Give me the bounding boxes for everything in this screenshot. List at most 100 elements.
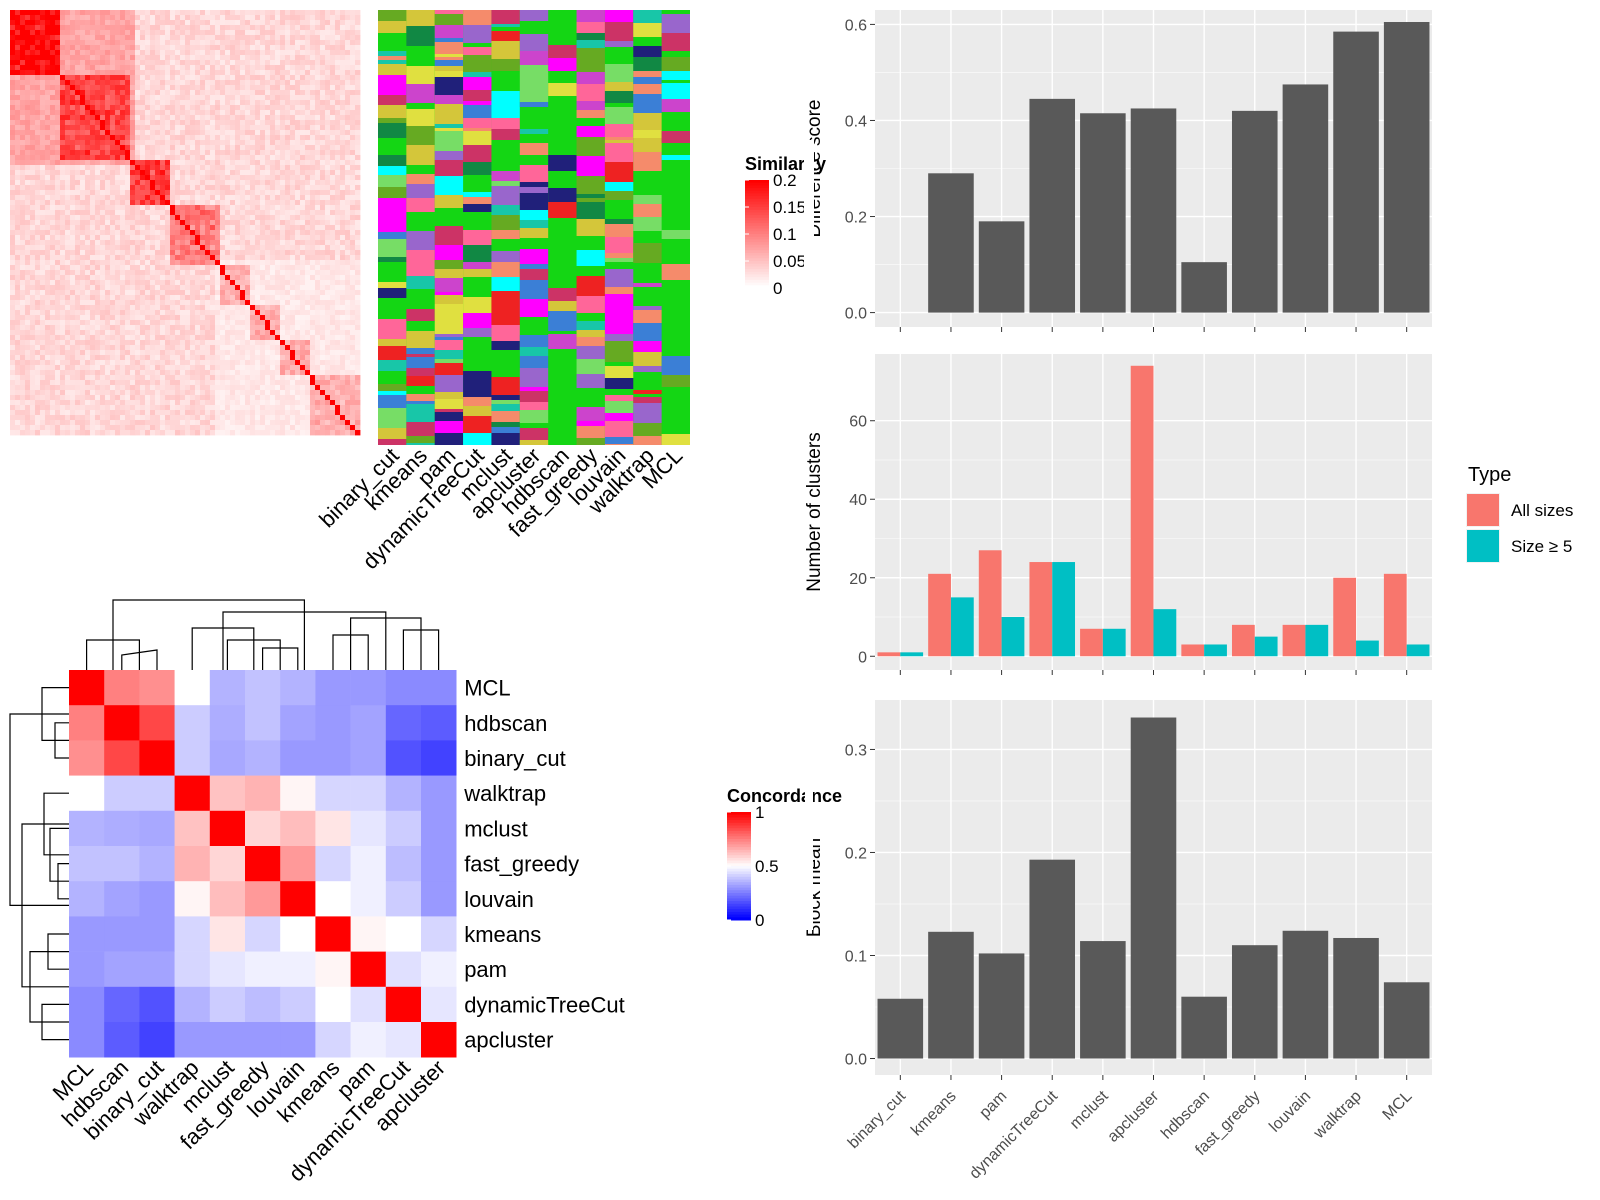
similarity-cell: [30, 105, 36, 111]
similarity-cell: [185, 70, 191, 76]
similarity-cell: [85, 45, 91, 51]
similarity-cell: [100, 60, 106, 66]
similarity-cell: [160, 175, 166, 181]
similarity-cell: [320, 315, 326, 321]
similarity-cell: [40, 190, 46, 196]
similarity-cell: [165, 190, 171, 196]
similarity-cell: [35, 340, 41, 346]
similarity-cell: [310, 310, 316, 316]
similarity-cell: [95, 155, 101, 161]
similarity-cell: [225, 355, 231, 361]
similarity-cell: [30, 285, 36, 291]
similarity-cell: [215, 360, 221, 366]
similarity-cell: [220, 20, 226, 26]
similarity-cell: [195, 85, 201, 91]
similarity-cell: [210, 80, 216, 86]
similarity-cell: [295, 75, 301, 81]
similarity-cell: [165, 210, 171, 216]
similarity-cell: [300, 220, 306, 226]
similarity-cell: [285, 155, 291, 161]
similarity-cell: [85, 305, 91, 311]
similarity-cell: [165, 310, 171, 316]
similarity-cell: [50, 245, 56, 251]
similarity-cell: [240, 150, 246, 156]
similarity-cell: [230, 120, 236, 126]
similarity-cell: [20, 240, 26, 246]
similarity-cell: [295, 330, 301, 336]
similarity-cell: [130, 205, 136, 211]
similarity-cell: [195, 325, 201, 331]
similarity-cell: [220, 115, 226, 121]
similarity-cell: [310, 220, 316, 226]
similarity-cell: [300, 80, 306, 86]
similarity-cell: [265, 170, 271, 176]
similarity-cell: [40, 245, 46, 251]
similarity-cell: [220, 350, 226, 356]
similarity-cell: [175, 135, 181, 141]
similarity-cell: [245, 75, 251, 81]
similarity-cell: [10, 225, 16, 231]
similarity-cell: [90, 155, 96, 161]
similarity-cell: [50, 135, 56, 141]
similarity-cell: [350, 255, 356, 261]
similarity-cell: [350, 250, 356, 256]
similarity-cell: [325, 65, 331, 71]
similarity-cell: [165, 205, 171, 211]
similarity-cell: [295, 145, 301, 151]
similarity-cell: [300, 360, 306, 366]
similarity-cell: [105, 335, 111, 341]
similarity-cell: [255, 155, 261, 161]
similarity-cell: [25, 35, 31, 41]
similarity-cell: [200, 145, 206, 151]
similarity-cell: [20, 150, 26, 156]
similarity-cell: [315, 205, 321, 211]
similarity-cell: [205, 10, 211, 16]
similarity-cell: [145, 160, 151, 166]
similarity-cell: [330, 235, 336, 241]
similarity-cell: [255, 275, 261, 281]
similarity-cell: [45, 230, 51, 236]
similarity-cell: [230, 300, 236, 306]
similarity-cell: [320, 325, 326, 331]
similarity-cell: [45, 315, 51, 321]
similarity-cell: [100, 90, 106, 96]
similarity-cell: [295, 140, 301, 146]
similarity-cell: [295, 335, 301, 341]
similarity-cell: [105, 345, 111, 351]
similarity-cell: [30, 290, 36, 296]
similarity-cell: [100, 210, 106, 216]
similarity-cell: [115, 125, 121, 131]
similarity-cell: [265, 195, 271, 201]
similarity-cell: [140, 40, 146, 46]
similarity-cell: [260, 215, 266, 221]
similarity-cell: [15, 230, 21, 236]
similarity-cell: [110, 255, 116, 261]
similarity-cell: [105, 210, 111, 216]
similarity-cell: [355, 110, 361, 116]
similarity-cell: [100, 270, 106, 276]
similarity-cell: [240, 300, 246, 306]
similarity-cell: [315, 105, 321, 111]
similarity-cell: [215, 210, 221, 216]
similarity-cell: [50, 75, 56, 81]
similarity-cell: [190, 105, 196, 111]
similarity-cell: [225, 160, 231, 166]
similarity-cell: [80, 185, 86, 191]
similarity-cell: [305, 230, 311, 236]
similarity-cell: [55, 130, 61, 136]
similarity-cell: [345, 155, 351, 161]
similarity-cell: [255, 80, 261, 86]
similarity-cell: [95, 145, 101, 151]
similarity-cell: [130, 295, 136, 301]
similarity-cell: [330, 190, 336, 196]
similarity-cell: [230, 140, 236, 146]
similarity-cell: [205, 80, 211, 86]
similarity-cell: [265, 330, 271, 336]
similarity-cell: [150, 150, 156, 156]
similarity-cell: [150, 360, 156, 366]
similarity-cell: [185, 280, 191, 286]
similarity-cell: [220, 95, 226, 101]
similarity-cell: [285, 125, 291, 131]
similarity-cell: [310, 165, 316, 171]
similarity-cell: [270, 40, 276, 46]
